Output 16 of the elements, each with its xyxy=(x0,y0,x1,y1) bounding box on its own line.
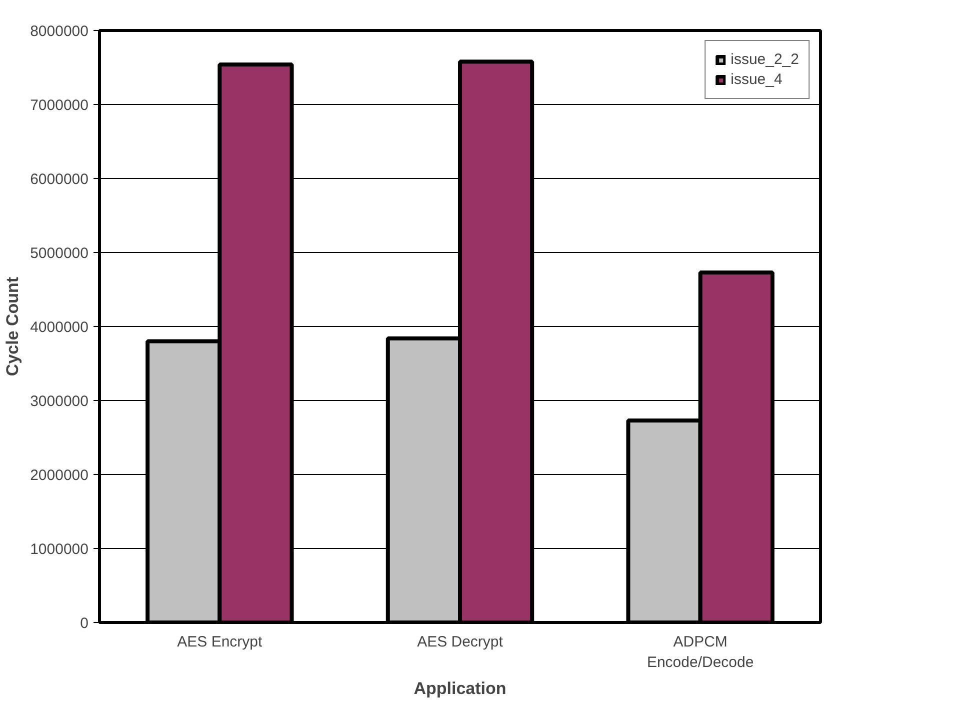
y-tick-label: 7000000 xyxy=(30,97,89,114)
y-tick-label: 6000000 xyxy=(30,171,89,188)
x-tick-label: AES Encrypt xyxy=(177,634,264,650)
y-tick-label: 0 xyxy=(80,615,88,632)
x-axis-title: Application xyxy=(414,678,506,698)
y-tick-label: 1000000 xyxy=(30,541,89,558)
legend-label: issue_4 xyxy=(730,71,782,88)
y-axis-title: Cycle Count xyxy=(3,276,22,376)
y-tick-label: 3000000 xyxy=(30,393,89,410)
x-tick-label: ADPCM Encode/Decode xyxy=(646,634,754,671)
y-tick-label: 2000000 xyxy=(30,467,89,484)
legend-label: issue_2_2 xyxy=(730,51,799,68)
x-tick-label: AES Decrypt xyxy=(417,634,504,650)
y-tick-label: 5000000 xyxy=(30,245,89,262)
y-tick-label: 4000000 xyxy=(30,319,89,336)
y-tick-label: 8000000 xyxy=(30,23,89,40)
